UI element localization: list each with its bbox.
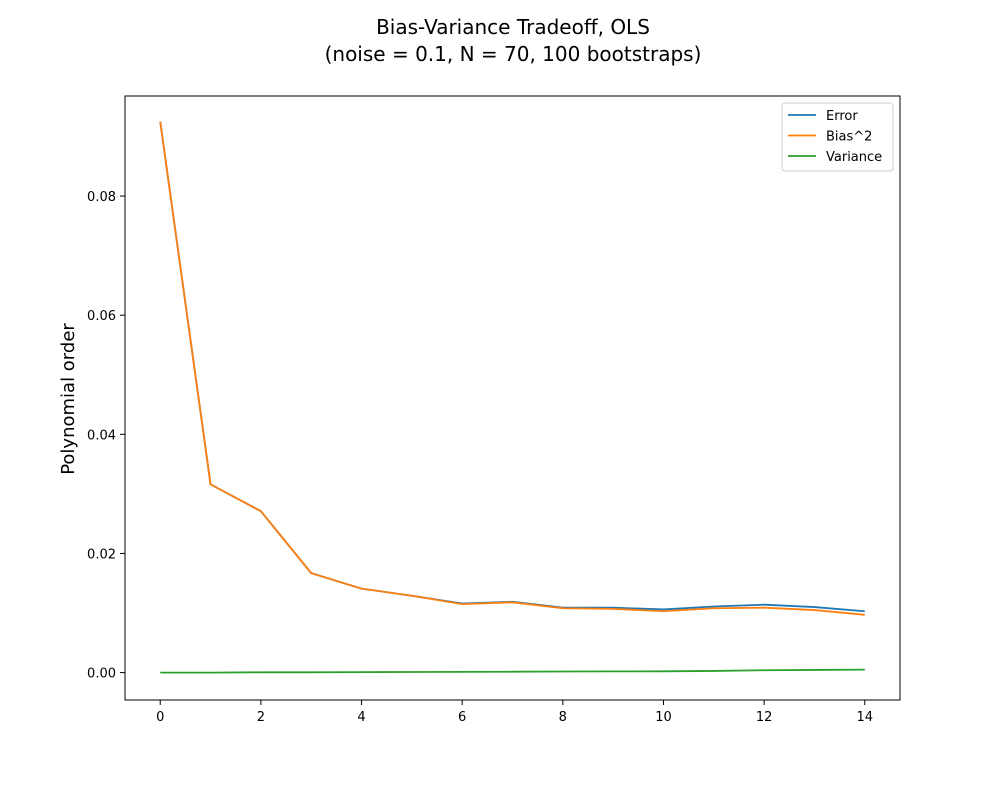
x-tick-label: 0 [156, 710, 164, 725]
legend-label-variance: Variance [826, 150, 882, 165]
axes-frame [124, 95, 901, 701]
x-tick-label: 6 [458, 710, 466, 725]
y-tick-label: 0.06 [87, 309, 116, 324]
legend-box [781, 102, 894, 172]
plot-area: 0 2 4 6 8 10 12 14 0.00 0.02 0.04 0.06 0.08 Error Bias… [87, 95, 901, 725]
y-axis-label: Polynomial order [58, 323, 79, 475]
chart-subtitle: (noise = 0.1, N = 70, 100 bootstraps) [325, 42, 702, 66]
y-tick-label: 0.08 [87, 190, 116, 205]
series-line-error [159, 121, 865, 613]
x-tick-label: 2 [257, 710, 265, 725]
y-tick-label: 0.00 [87, 667, 116, 682]
legend-label-error: Error [826, 109, 858, 124]
chart-title: Bias-Variance Tradeoff, OLS [376, 15, 650, 39]
x-tick-label: 14 [856, 710, 873, 725]
legend-label-bias-2: Bias^2 [826, 130, 872, 145]
y-tick-label: 0.04 [87, 428, 116, 443]
x-tick-label: 4 [357, 710, 365, 725]
x-tick-label: 8 [559, 710, 567, 725]
x-tick-label: 12 [756, 710, 773, 725]
series-line-bias-2 [159, 121, 865, 616]
x-tick-label: 10 [655, 710, 672, 725]
y-tick-label: 0.02 [87, 547, 116, 562]
series-line-variance [160, 668, 865, 674]
